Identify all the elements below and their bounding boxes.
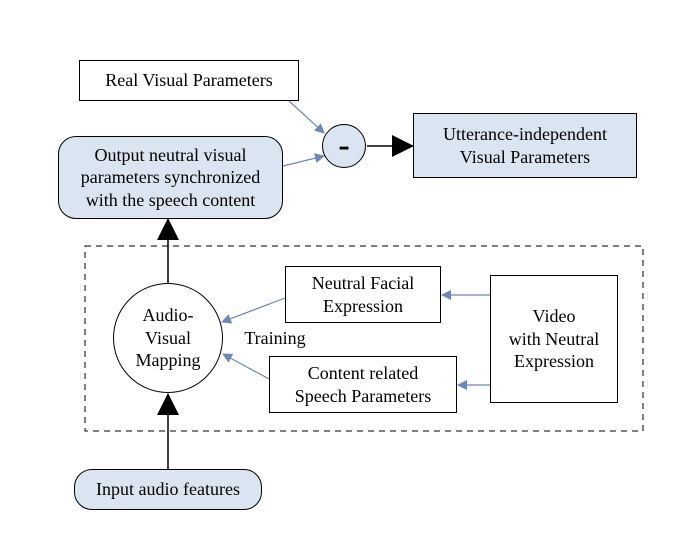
- node-content-speech: Content related Speech Parameters: [269, 356, 457, 413]
- node-real-visual: Real Visual Parameters: [79, 60, 299, 101]
- node-av-mapping: Audio- Visual Mapping: [113, 283, 223, 393]
- node-minus: -: [322, 124, 366, 168]
- node-output-neutral: Output neutral visual parameters synchro…: [58, 136, 283, 219]
- node-input-audio: Input audio features: [74, 469, 262, 510]
- node-neutral-facial: Neutral Facial Expression: [285, 266, 441, 323]
- node-utterance-independent: Utterance-independent Visual Parameters: [413, 113, 637, 178]
- node-training-label: Training: [235, 326, 315, 350]
- node-video-neutral: Video with Neutral Expression: [490, 275, 618, 403]
